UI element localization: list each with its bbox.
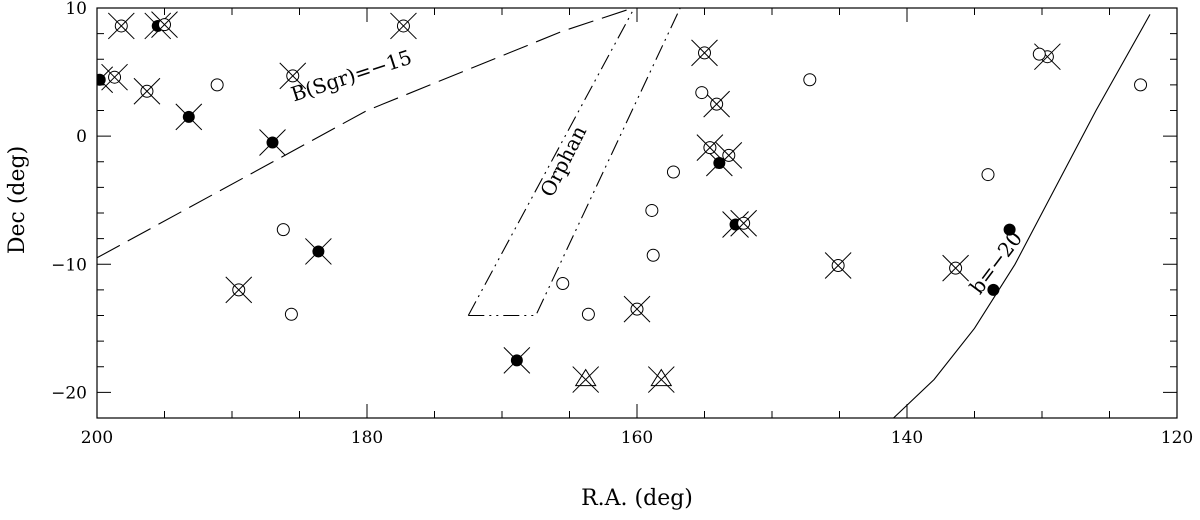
- curve-line-1: [893, 14, 1151, 418]
- marker-cross: [1034, 43, 1061, 71]
- data-point: [259, 129, 286, 156]
- marker-open-circle: [210, 78, 224, 92]
- marker-cross: [703, 90, 731, 118]
- data-point: [133, 77, 161, 105]
- y-tick-label: 10: [65, 0, 87, 19]
- data-point: [623, 295, 651, 323]
- marker-cross: [175, 103, 203, 131]
- marker-open-circle: [284, 307, 298, 321]
- marker-cross: [691, 39, 718, 67]
- marker-open-circle: [1134, 78, 1148, 92]
- data-point: [696, 134, 724, 162]
- marker-cross: [696, 134, 724, 162]
- data-point: [175, 103, 203, 131]
- marker-open-circle: [276, 223, 290, 237]
- x-tick-label: 180: [351, 428, 383, 448]
- marker-cross: [715, 141, 743, 169]
- marker-cross: [647, 366, 675, 393]
- curve-line-0: [97, 8, 634, 259]
- marker-filled-circle: [987, 283, 1000, 296]
- marker-cross: [107, 12, 135, 40]
- marker-cross: [305, 238, 332, 265]
- marker-cross: [144, 12, 172, 40]
- curve-label-0: B(Sgr)=−15: [288, 45, 415, 107]
- data-point: [1003, 223, 1016, 236]
- data-point: [225, 276, 253, 304]
- x-tick-label: 120: [1161, 428, 1193, 448]
- marker-open-triangle: [650, 368, 673, 387]
- marker-filled-circle: [1003, 223, 1016, 236]
- marker-cross: [942, 254, 969, 282]
- marker-cross: [824, 252, 852, 279]
- data-point: [390, 12, 417, 40]
- data-point: [279, 62, 307, 90]
- data-point: [647, 366, 675, 393]
- data-point: [645, 203, 659, 217]
- data-point: [276, 223, 290, 237]
- marker-open-circle: [981, 168, 995, 182]
- data-point: [666, 165, 680, 179]
- marker-cross: [623, 295, 651, 323]
- marker-open-circle: [1032, 47, 1046, 61]
- x-tick-label: 200: [81, 428, 113, 448]
- data-point: [824, 252, 852, 279]
- curve-line-3: [467, 8, 635, 316]
- data-point: [646, 248, 660, 262]
- marker-cross: [279, 62, 307, 90]
- data-point: [503, 346, 531, 374]
- data-point: [703, 90, 731, 118]
- data-point: [101, 63, 128, 91]
- marker-cross: [730, 209, 758, 237]
- y-tick-label: −20: [51, 383, 87, 403]
- marker-cross: [390, 12, 417, 40]
- data-point: [730, 209, 758, 237]
- marker-open-triangle: [574, 368, 597, 387]
- data-point: [305, 238, 332, 265]
- data-point: [556, 276, 570, 290]
- data-point: [284, 307, 298, 321]
- y-axis-title: Dec (deg): [5, 146, 30, 254]
- marker-cross: [722, 211, 749, 238]
- data-point: [715, 141, 743, 169]
- data-point: [572, 366, 600, 393]
- marker-cross: [572, 366, 600, 393]
- x-axis-title: R.A. (deg): [581, 486, 693, 511]
- marker-cross: [101, 63, 128, 91]
- data-point: [981, 168, 995, 182]
- marker-open-circle: [645, 203, 659, 217]
- marker-cross: [259, 129, 286, 156]
- curve-label-2: Orphan: [535, 122, 591, 201]
- x-tick-label: 160: [621, 428, 653, 448]
- plot-frame: [96, 7, 1178, 419]
- data-point: [581, 307, 595, 321]
- data-point: [1032, 47, 1046, 61]
- data-point: [803, 73, 817, 87]
- marker-open-circle: [556, 276, 570, 290]
- data-point: [1134, 78, 1148, 92]
- marker-cross: [503, 346, 531, 374]
- axes: 200 180 160 140 120 −20 −10 0 10: [51, 0, 1193, 448]
- marker-filled-circle: [97, 73, 106, 86]
- marker-cross: [225, 276, 253, 304]
- data-point: [691, 39, 718, 67]
- x-tick-label: 140: [891, 428, 923, 448]
- data-point: [987, 283, 1000, 296]
- data-point: [210, 78, 224, 92]
- data-point: [942, 254, 969, 282]
- data-point: [107, 12, 135, 40]
- marker-cross: [151, 11, 178, 39]
- y-tick-label: 0: [76, 127, 87, 147]
- curve-line-2: [468, 8, 681, 317]
- data-point: [695, 86, 709, 100]
- y-tick-label: −10: [51, 255, 87, 275]
- marker-open-circle: [695, 86, 709, 100]
- marker-open-circle: [666, 165, 680, 179]
- data-point: [151, 11, 178, 39]
- marker-open-circle: [581, 307, 595, 321]
- marker-cross: [133, 77, 161, 105]
- marker-open-circle: [803, 73, 817, 87]
- marker-open-circle: [646, 248, 660, 262]
